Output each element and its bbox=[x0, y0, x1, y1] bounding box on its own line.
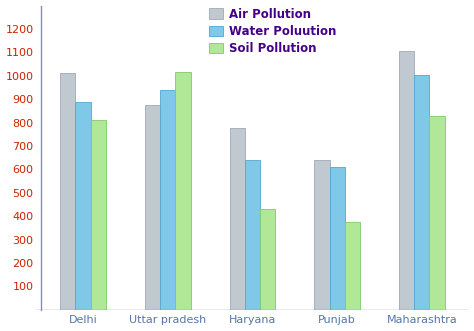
Bar bbox=[160, 90, 175, 310]
Bar bbox=[145, 105, 160, 310]
Bar bbox=[245, 160, 260, 310]
Bar bbox=[329, 167, 345, 310]
Bar bbox=[91, 120, 106, 310]
Bar bbox=[75, 102, 91, 310]
Bar bbox=[399, 51, 414, 310]
Bar bbox=[260, 209, 275, 310]
Bar bbox=[345, 222, 360, 310]
Bar bbox=[429, 116, 445, 310]
Bar bbox=[414, 74, 429, 310]
Bar bbox=[60, 73, 75, 310]
Bar bbox=[175, 72, 191, 310]
Bar bbox=[314, 160, 329, 310]
Bar bbox=[229, 128, 245, 310]
Legend: Air Pollution, Water Poluution, Soil Pollution: Air Pollution, Water Poluution, Soil Pol… bbox=[207, 5, 339, 57]
